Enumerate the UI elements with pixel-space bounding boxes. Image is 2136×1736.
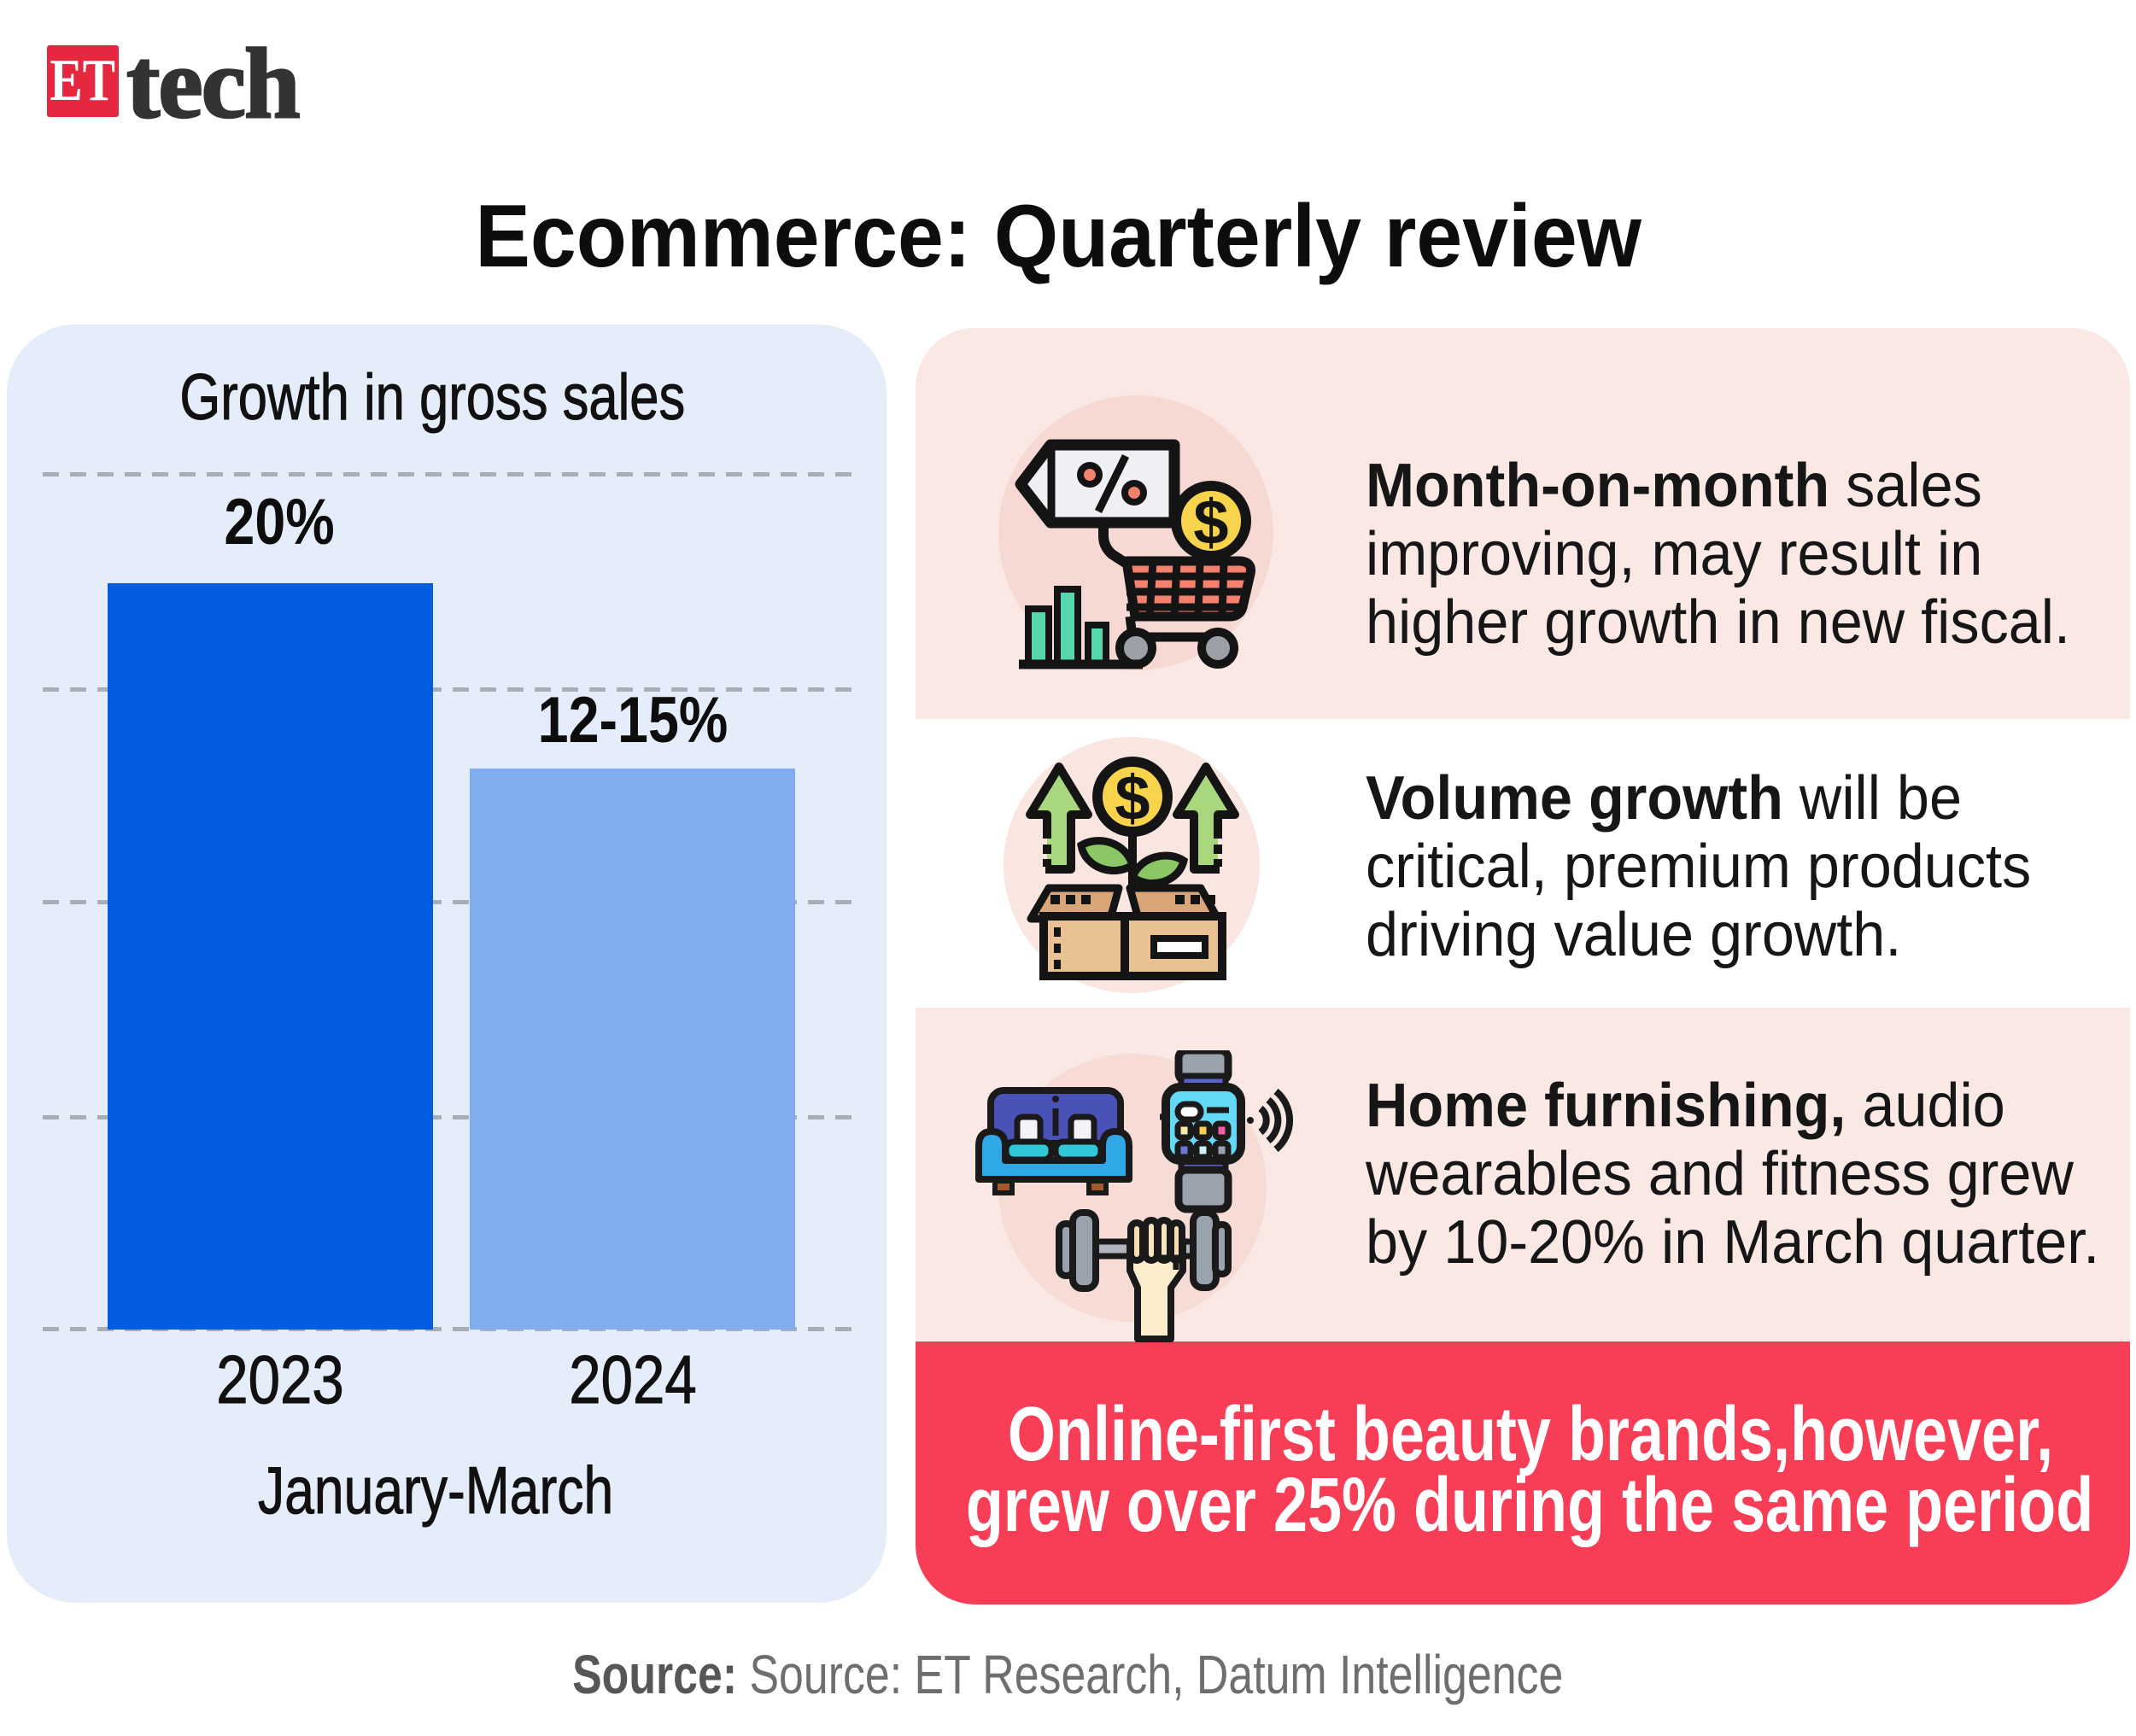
- svg-text:$: $: [1115, 763, 1150, 833]
- svg-text:$: $: [1193, 487, 1228, 558]
